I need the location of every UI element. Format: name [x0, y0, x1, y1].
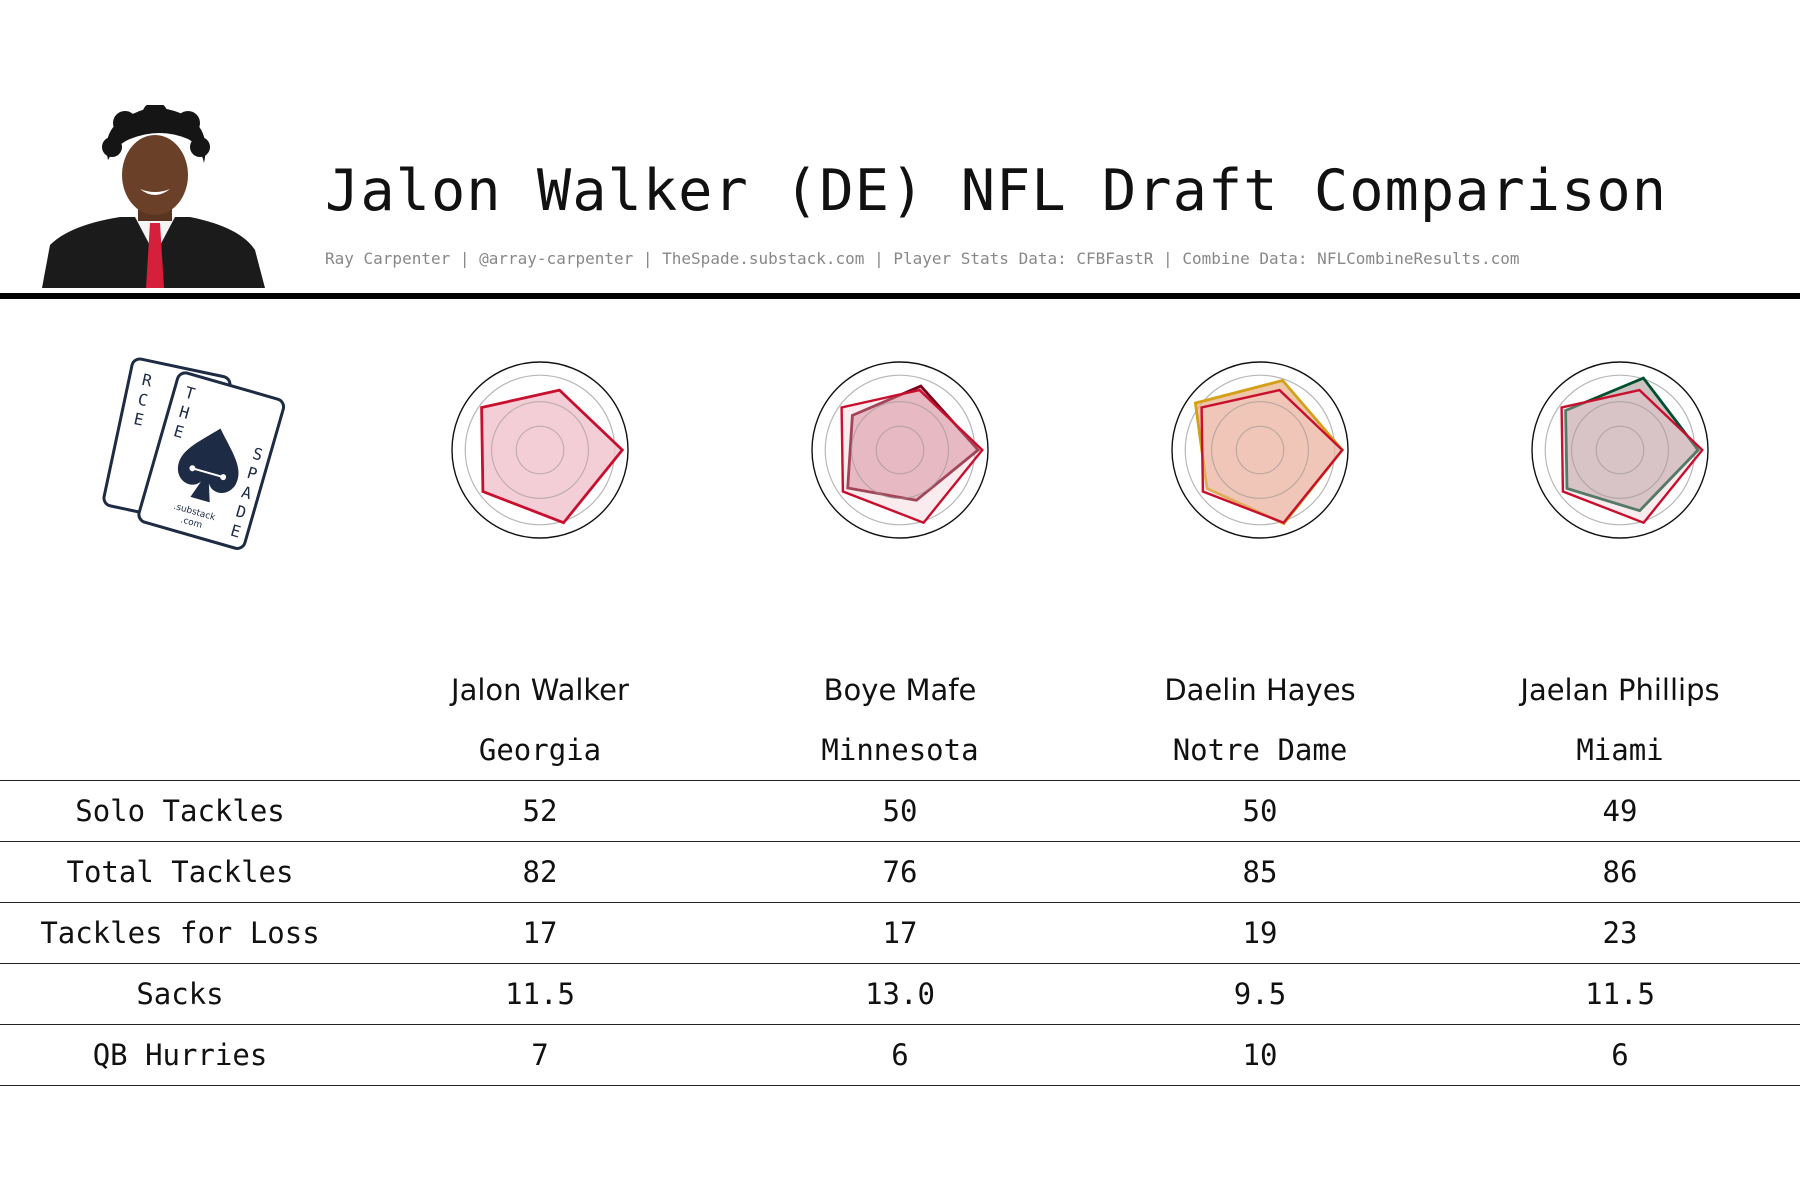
player-name: Boye Mafe	[823, 673, 977, 707]
player-school: Minnesota	[821, 733, 979, 767]
radar-series-jalon-walker-overlay	[1560, 388, 1704, 525]
radar-chart	[1531, 361, 1709, 539]
table-row: Tackles for Loss 17 17 19 23	[0, 903, 1800, 963]
player-school-row: Georgia Minnesota Notre Dame Miami	[0, 720, 1800, 780]
stat-value: 17	[522, 916, 558, 950]
table-row-divider	[0, 780, 1800, 781]
radar-grid-ring-top	[515, 425, 565, 475]
player-name: Daelin Hayes	[1164, 673, 1356, 707]
radar-grid-ring-top	[851, 401, 949, 499]
table-bottom-divider	[0, 1085, 1800, 1086]
stat-value: 50	[1242, 794, 1278, 828]
radar-grid-ring-top	[1571, 401, 1669, 499]
table-row-divider	[0, 841, 1800, 842]
table-row-divider	[0, 902, 1800, 903]
player-school: Georgia	[478, 733, 602, 767]
radar-grid-ring-top	[875, 425, 925, 475]
player-name: Jalon Walker	[451, 673, 629, 707]
stat-value: 7	[531, 1038, 549, 1072]
stat-value: 13.0	[865, 977, 935, 1011]
header-divider	[0, 293, 1800, 299]
stat-value: 52	[522, 794, 558, 828]
stat-value: 49	[1602, 794, 1638, 828]
logo-back-letter: R	[140, 370, 154, 391]
stat-value: 11.5	[1585, 977, 1655, 1011]
stat-value: 19	[1242, 916, 1278, 950]
table-row: Total Tackles 82 76 85 86	[0, 842, 1800, 902]
spade-bar	[192, 467, 224, 479]
player-photo	[42, 105, 265, 288]
stat-label: Tackles for Loss	[40, 916, 320, 950]
radar-chart	[1171, 361, 1349, 539]
stat-value: 9.5	[1233, 977, 1287, 1011]
radar-grid-ring-top	[1595, 425, 1645, 475]
player-photo-smile	[140, 189, 170, 195]
player-name: Jaelan Phillips	[1520, 673, 1720, 707]
stat-value: 17	[882, 916, 918, 950]
stat-value: 6	[891, 1038, 909, 1072]
stat-value: 86	[1602, 855, 1638, 889]
stat-label: Sacks	[136, 977, 224, 1011]
radar-series-comparison	[1564, 376, 1700, 513]
stat-value: 6	[1611, 1038, 1629, 1072]
player-name-row: Jalon Walker Boye Mafe Daelin Hayes Jaelan …	[0, 660, 1800, 720]
player-photo-face	[122, 135, 188, 215]
player-photo-tie	[146, 223, 164, 288]
table-row-divider	[0, 1024, 1800, 1025]
stat-label: Solo Tackles	[75, 794, 285, 828]
page-subtitle: Ray Carpenter | @array-carpenter | TheSp…	[325, 249, 1520, 268]
player-school: Notre Dame	[1172, 733, 1348, 767]
logo-back-letter: C	[136, 390, 149, 411]
radar-charts	[451, 361, 1709, 539]
stat-value: 23	[1602, 916, 1638, 950]
spade-icon	[177, 428, 239, 503]
stat-value: 85	[1242, 855, 1278, 889]
stats-table: Jalon Walker Boye Mafe Daelin Hayes Jaelan …	[0, 660, 1800, 1086]
radar-series-jalon-walker	[480, 388, 625, 525]
table-row: Solo Tackles 52 50 50 49	[0, 781, 1800, 841]
spade-dot-left	[189, 465, 196, 472]
radar-chart	[811, 361, 989, 539]
radar-chart	[451, 361, 629, 539]
table-row-divider	[0, 963, 1800, 964]
radar-series-jalon-walker-overlay	[840, 388, 984, 525]
logo-back-letter: E	[132, 409, 145, 430]
player-school: Miami	[1576, 733, 1664, 767]
radar-series-jalon-walker-overlay	[1200, 388, 1344, 525]
stat-value: 11.5	[505, 977, 575, 1011]
stat-value: 10	[1242, 1038, 1278, 1072]
page-title: Jalon Walker (DE) NFL Draft Comparison	[325, 158, 1668, 224]
stat-label: QB Hurries	[92, 1038, 268, 1072]
radar-grid-ring-top	[1235, 425, 1285, 475]
spade-dot-right	[220, 474, 227, 481]
radar-grid-ring-top	[1211, 401, 1309, 499]
stat-label: Total Tackles	[66, 855, 294, 889]
stat-value: 82	[522, 855, 558, 889]
stat-value: 76	[882, 855, 918, 889]
radar-grid-ring-top	[491, 401, 589, 499]
table-row: Sacks 11.5 13.0 9.5 11.5	[0, 964, 1800, 1024]
table-row: QB Hurries 7 6 10 6	[0, 1025, 1800, 1085]
stat-value: 50	[882, 794, 918, 828]
